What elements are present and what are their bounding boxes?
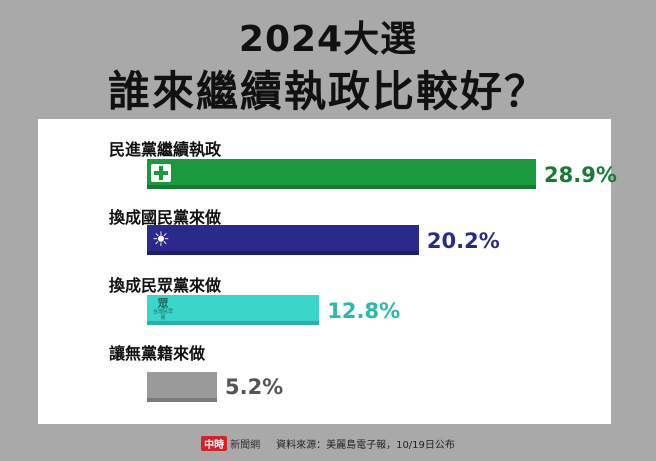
category-label-independent: 讓無黨籍來做 [109, 344, 206, 363]
tpp-logo-subtext: 台灣民眾黨 [152, 309, 173, 321]
bar-kmt: ☀ [147, 225, 419, 255]
bar-kmt-shadow [147, 251, 419, 255]
chart-panel: 民進黨繼續執政 28.9% 換成國民黨來做 ☀ 20.2% 換成民眾黨來做 眾台… [38, 119, 617, 424]
bar-independent-shadow [147, 398, 217, 402]
value-label-tpp: 12.8% [327, 299, 401, 323]
category-label-dpp: 民進黨繼續執政 [109, 140, 222, 159]
dpp-logo-icon [151, 164, 171, 182]
tpp-logo-text: 眾 [157, 297, 169, 310]
brand-name: 新聞網 [230, 440, 261, 451]
bar-tpp: 眾台灣民眾黨 [147, 295, 320, 325]
tpp-logo-icon: 眾台灣民眾黨 [151, 297, 175, 321]
chart-title-line2: 誰來繼續執政比較好？ [107, 67, 548, 116]
bar-dpp-shadow [147, 185, 536, 189]
brand-badge: 中時 [201, 436, 228, 451]
category-label-kmt: 換成國民黨來做 [109, 208, 222, 227]
footer: 中時 新聞網 資料來源：美麗島電子報，10/19日公布 [0, 436, 656, 451]
kmt-sun-icon: ☀ [152, 227, 170, 251]
chart-title-line1: 2024大選 [238, 19, 418, 60]
value-label-kmt: 20.2% [426, 229, 500, 253]
bar-dpp [147, 159, 536, 189]
bar-independent [147, 372, 217, 402]
bar-tpp-shadow [147, 321, 320, 325]
category-label-tpp: 換成民眾黨來做 [109, 276, 222, 295]
source-note: 資料來源：美麗島電子報，10/19日公布 [276, 440, 455, 451]
value-label-dpp: 28.9% [544, 163, 617, 187]
value-label-independent: 5.2% [224, 375, 284, 399]
